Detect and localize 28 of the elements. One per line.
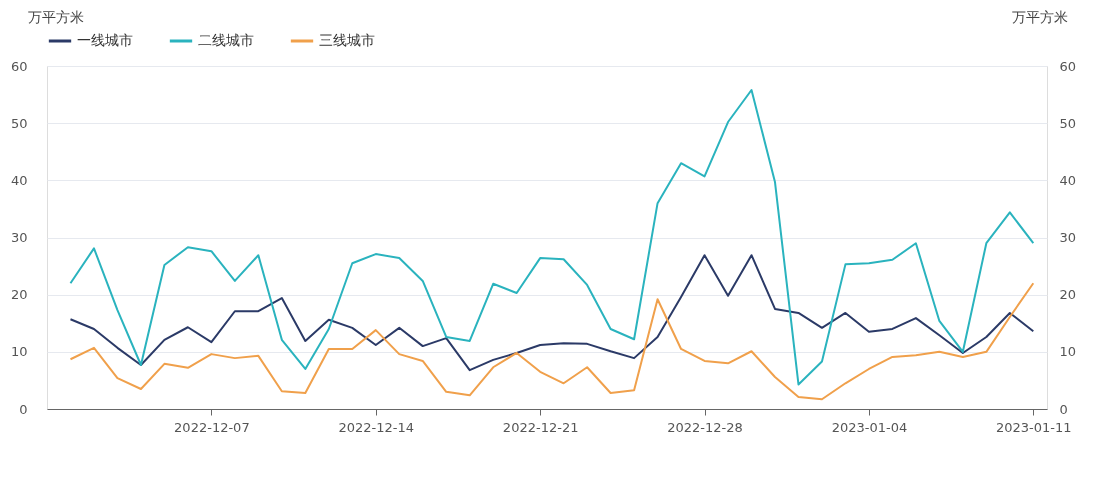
legend-label: 一线城市 — [77, 32, 133, 48]
x-tick-label: 2022-12-21 — [502, 419, 579, 435]
y2-tick-label: 30 — [1059, 230, 1077, 245]
y-tick-label: 60 — [10, 58, 28, 74]
y2-tick-label: 60 — [1059, 58, 1077, 74]
line-series — [69, 254, 1035, 372]
y-tick-label: 10 — [10, 344, 28, 360]
legend-label: 三线城市 — [319, 32, 375, 48]
y2-tick-label: 0 — [1059, 401, 1068, 417]
y2-tick-label: 40 — [1059, 172, 1077, 188]
x-tick-label: 2022-12-07 — [174, 419, 250, 435]
x-tick-label: 2022-12-14 — [338, 419, 415, 435]
x-tick-label: 2023-01-11 — [996, 419, 1072, 435]
y-tick-label: 20 — [10, 287, 28, 303]
legend-label: 二线城市 — [198, 32, 254, 48]
y-tick-label: 30 — [10, 230, 28, 245]
y2-tick-label: 20 — [1059, 287, 1077, 303]
y-tick-label: 0 — [19, 401, 28, 417]
y-axis-title: 万平方米 — [27, 8, 84, 25]
line-series — [69, 282, 1035, 401]
line-series — [69, 89, 1035, 386]
y2-tick-label: 50 — [1059, 115, 1077, 131]
x-tick-label: 2022-12-28 — [667, 419, 743, 435]
y2-tick-label: 10 — [1059, 344, 1077, 360]
y-tick-label: 40 — [10, 172, 28, 188]
x-tick-label: 2023-01-04 — [831, 419, 908, 435]
y2-axis-title: 万平方米 — [1011, 8, 1068, 25]
y-tick-label: 50 — [10, 115, 28, 131]
